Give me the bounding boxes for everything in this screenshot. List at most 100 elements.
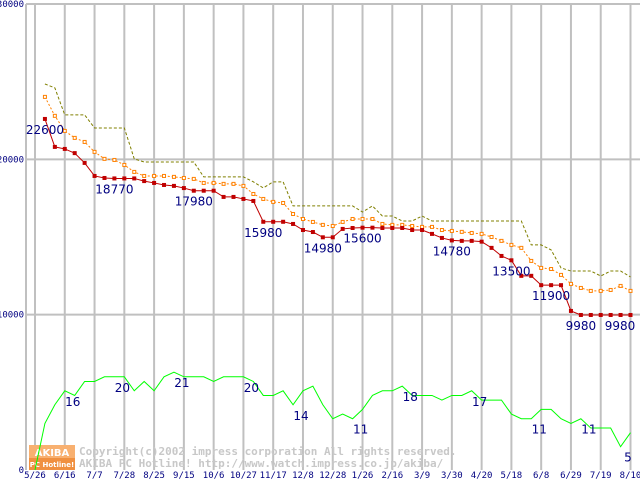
x-tick-label: 1/26 <box>352 471 374 480</box>
data-point-min_price <box>539 283 544 288</box>
x-tick-label: 3/30 <box>441 471 463 480</box>
data-point-average_price <box>320 222 325 227</box>
x-tick-label: 10/27 <box>230 471 257 480</box>
data-point-average_price <box>281 200 286 205</box>
data-point-average_price <box>330 223 335 228</box>
data-point-average_price <box>608 287 613 292</box>
data-point-min_price <box>519 273 524 278</box>
data-point-min_price <box>201 188 206 193</box>
data-point-average_price <box>171 174 176 179</box>
data-point-average_price <box>628 288 633 293</box>
x-tick-label: 8/25 <box>143 471 165 480</box>
y-axis-ticks: 30000 20000 10000 0 <box>0 0 24 476</box>
data-point-min_price <box>72 151 77 156</box>
x-tick-label: 8/10 <box>620 471 640 480</box>
data-label-min_price: 9980 <box>605 319 636 333</box>
x-tick-label: 7/7 <box>86 471 102 480</box>
data-point-average_price <box>459 229 464 234</box>
logo-top-bg <box>29 445 75 458</box>
y-tick-label: 10000 <box>0 311 24 321</box>
data-point-min_price <box>241 196 246 201</box>
data-point-average_price <box>588 288 593 293</box>
y-tick-label: 0 <box>19 466 24 476</box>
data-point-average_price <box>82 139 87 144</box>
data-point-min_price <box>459 238 464 243</box>
data-label-shop_count: 11 <box>581 423 596 437</box>
data-point-min_price <box>390 225 395 230</box>
data-point-average_price <box>291 212 296 217</box>
data-point-min_price <box>62 146 67 151</box>
data-point-average_price <box>142 173 147 178</box>
logo-top-text: AKIBA <box>35 448 70 459</box>
data-label-min_price: 15600 <box>343 232 381 246</box>
data-point-average_price <box>529 258 534 263</box>
data-point-min_price <box>410 228 415 233</box>
data-point-min_price <box>439 235 444 240</box>
data-point-min_price <box>489 245 494 250</box>
data-point-average_price <box>201 180 206 185</box>
data-point-min_price <box>479 239 484 244</box>
data-point-min_price <box>350 225 355 230</box>
data-point-average_price <box>539 265 544 270</box>
data-point-min_price <box>191 188 196 193</box>
data-label-min_price: 22600 <box>26 123 64 137</box>
data-point-average_price <box>549 266 554 271</box>
data-point-average_price <box>598 288 603 293</box>
data-point-min_price <box>469 238 474 243</box>
data-point-average_price <box>162 173 167 178</box>
data-point-min_price <box>162 182 167 187</box>
data-point-min_price <box>559 283 564 288</box>
data-label-shop_count: 21 <box>174 376 189 390</box>
data-point-min_price <box>52 144 57 149</box>
data-point-min_price <box>122 176 127 181</box>
data-point-min_price <box>529 273 534 278</box>
data-point-min_price <box>102 175 107 180</box>
x-tick-label: 4/20 <box>471 471 493 480</box>
data-point-min_price <box>300 228 305 233</box>
data-point-min_price <box>568 308 573 313</box>
data-point-average_price <box>380 221 385 226</box>
data-label-shop_count: 20 <box>244 381 259 395</box>
data-point-average_price <box>261 196 266 201</box>
data-point-average_price <box>370 216 375 221</box>
data-label-shop_count: 17 <box>472 395 487 409</box>
data-label-shop_count: 11 <box>532 423 547 437</box>
series-layer <box>34 83 633 471</box>
x-tick-label: 3/9 <box>414 471 430 480</box>
x-tick-label: 6/16 <box>54 471 76 480</box>
data-point-min_price <box>82 160 87 165</box>
data-point-average_price <box>231 181 236 186</box>
data-point-min_price <box>340 226 345 231</box>
x-tick-label: 7/19 <box>590 471 612 480</box>
data-point-average_price <box>360 216 365 221</box>
data-point-average_price <box>300 216 305 221</box>
data-point-average_price <box>410 223 415 228</box>
data-point-min_price <box>578 312 583 317</box>
x-tick-label: 12/28 <box>319 471 346 480</box>
data-point-average_price <box>439 228 444 233</box>
data-point-min_price <box>261 219 266 224</box>
data-point-average_price <box>102 156 107 161</box>
data-label-shop_count: 18 <box>403 390 418 404</box>
data-point-average_price <box>430 224 434 229</box>
x-tick-label: 6/8 <box>533 471 549 480</box>
data-point-average_price <box>72 135 77 140</box>
data-point-average_price <box>509 242 514 247</box>
data-label-min_price: 11900 <box>532 289 570 303</box>
watermark: AKIBA PC Hotline! Copyright(c)2002 impre… <box>29 445 457 470</box>
logo-bottom-bg <box>29 458 75 470</box>
data-point-min_price <box>132 176 137 181</box>
series-line-shop_count <box>34 371 631 471</box>
data-point-min_price <box>291 221 296 226</box>
data-point-average_price <box>578 285 583 290</box>
data-point-min_price <box>380 225 385 230</box>
data-point-min_price <box>181 186 186 191</box>
y-tick-label: 30000 <box>0 0 24 10</box>
x-tick-label: 6/29 <box>560 471 582 480</box>
data-point-min_price <box>310 230 315 235</box>
data-point-average_price <box>122 162 127 167</box>
x-tick-label: 2/16 <box>381 471 403 480</box>
